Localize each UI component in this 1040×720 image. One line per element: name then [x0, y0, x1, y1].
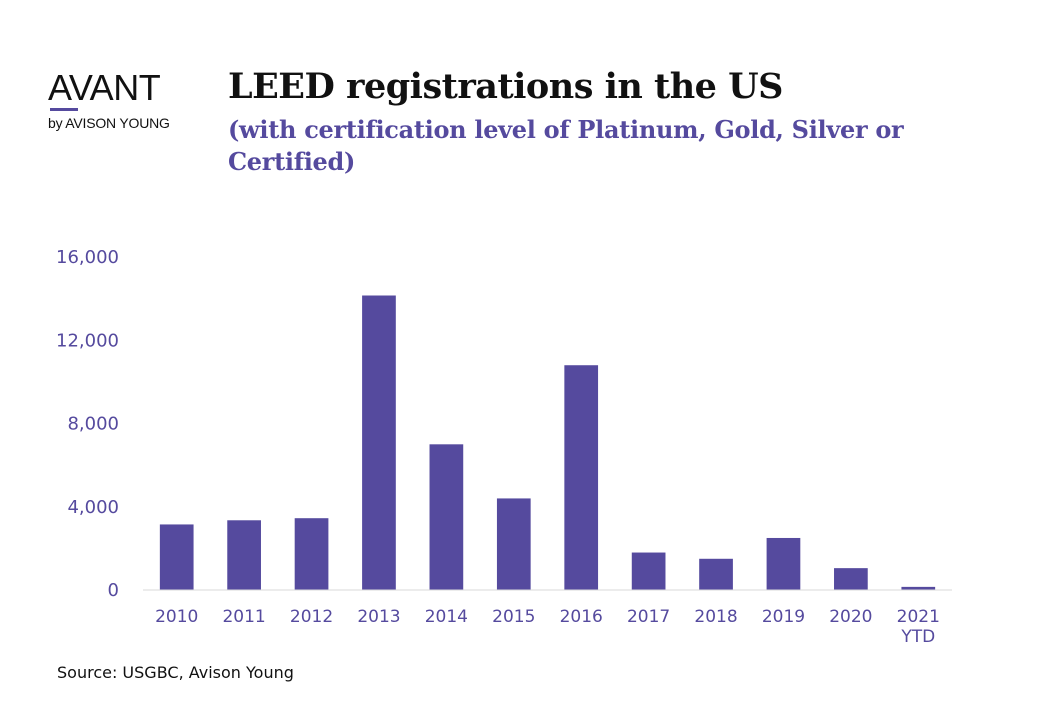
bar-2019: [766, 537, 801, 590]
bar-2016: [564, 365, 599, 590]
x-tick-label: 2011: [222, 607, 265, 627]
logo-subtext: by AVISON YOUNG: [48, 115, 170, 131]
avant-logo: AVANT by AVISON YOUNG: [48, 67, 170, 132]
x-tick-label: YTD: [900, 627, 935, 647]
x-tick-label: 2016: [560, 607, 603, 627]
bar-2014: [429, 444, 464, 590]
bar-2010: [159, 524, 194, 590]
bar-2011: [227, 520, 261, 590]
y-tick-label: 8,000: [67, 414, 119, 435]
y-tick-label: 0: [108, 580, 119, 601]
bar-2018: [699, 558, 733, 590]
bars: [159, 295, 936, 590]
bar-2020: [834, 568, 868, 590]
x-tick-label: 2017: [627, 607, 670, 627]
x-tick-label: 2014: [425, 607, 468, 627]
source-note: Source: USGBC, Avison Young: [57, 663, 294, 682]
y-tick-label: 12,000: [56, 330, 119, 351]
x-tick-label: 2021: [897, 607, 940, 627]
chart-title: LEED registrations in the US: [228, 66, 783, 107]
bar-2012: [294, 518, 329, 590]
x-tick-label: 2018: [694, 607, 737, 627]
x-tick-label: 2012: [290, 607, 333, 627]
bar-2017: [631, 552, 666, 590]
bar-2021-ytd: [901, 586, 936, 590]
chart-subtitle: (with certification level of Platinum, G…: [228, 115, 904, 176]
x-tick-label: 2010: [155, 607, 198, 627]
y-tick-label: 16,000: [56, 247, 119, 268]
x-tick-label: 2019: [762, 607, 805, 627]
y-tick-label: 4,000: [67, 497, 119, 518]
x-tick-label: 2015: [492, 607, 535, 627]
x-tick-label: 2020: [829, 607, 872, 627]
logo-accent-bar: [50, 108, 78, 111]
logo-wordmark: AVANT: [48, 67, 161, 108]
bar-2015: [496, 498, 531, 590]
bar-2013: [362, 295, 396, 590]
y-axis: 0 4,000 8,000 12,000 16,000: [56, 247, 119, 601]
x-tick-label: 2013: [357, 607, 400, 627]
x-axis: 2010 2011 2012 2013 2014 2015 2016 2017 2018 2019…: [155, 607, 940, 647]
